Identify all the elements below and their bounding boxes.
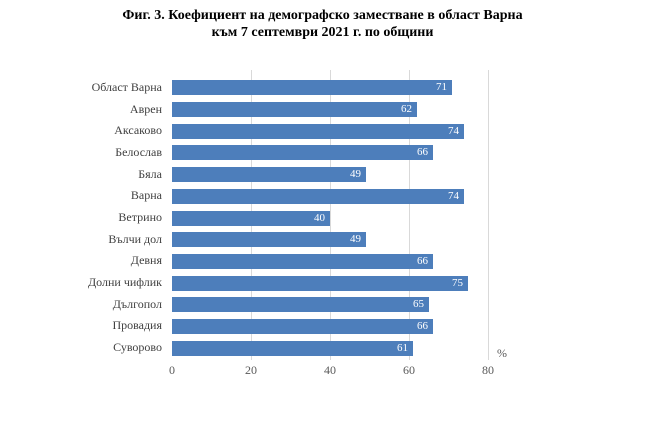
bar: 74	[172, 124, 464, 139]
category-label: Ветрино	[118, 210, 162, 224]
category-label: Белослав	[115, 145, 162, 159]
bar: 40	[172, 211, 330, 226]
x-tick-label-80: 80	[482, 363, 494, 377]
bar: 49	[172, 232, 366, 247]
bar: 66	[172, 319, 433, 334]
bar-value-label: 49	[350, 233, 361, 245]
category-label: Дългопол	[112, 297, 162, 311]
x-tick-label-40: 40	[324, 363, 336, 377]
category-label: Провадия	[112, 318, 162, 332]
bar: 75	[172, 276, 468, 291]
chart-title: Фиг. 3. Коефициент на демографско замест…	[0, 7, 645, 41]
category-label: Област Варна	[91, 80, 162, 94]
category-label: Суворово	[113, 340, 162, 354]
bar: 71	[172, 80, 452, 95]
bar: 66	[172, 254, 433, 269]
category-label: Девня	[130, 253, 162, 267]
bar-value-label: 71	[436, 81, 447, 93]
category-label: Бяла	[138, 167, 162, 181]
gridline-x-40	[330, 70, 331, 360]
chart-title-line2: към 7 септември 2021 г. по общини	[211, 25, 434, 40]
category-label: Аксаково	[114, 123, 162, 137]
category-label: Вълчи дол	[108, 232, 162, 246]
bar-value-label: 62	[401, 103, 412, 115]
bar: 62	[172, 102, 417, 117]
bar-value-label: 49	[350, 168, 361, 180]
category-label: Варна	[130, 188, 162, 202]
x-tick-label-20: 20	[245, 363, 257, 377]
chart-title-line1: Фиг. 3. Коефициент на демографско замест…	[122, 8, 523, 23]
x-axis-unit-label: %	[497, 346, 507, 360]
category-label: Долни чифлик	[87, 275, 162, 289]
gridline-x-60	[409, 70, 410, 360]
bar-value-label: 66	[417, 320, 428, 332]
bar: 61	[172, 341, 413, 356]
bar: 74	[172, 189, 464, 204]
bar: 49	[172, 167, 366, 182]
x-tick-label-0: 0	[169, 363, 175, 377]
bar-value-label: 40	[314, 212, 325, 224]
x-tick-label-60: 60	[403, 363, 415, 377]
bar-value-label: 75	[452, 277, 463, 289]
bar-value-label: 65	[413, 298, 424, 310]
bar-value-label: 61	[397, 342, 408, 354]
bar-value-label: 66	[417, 255, 428, 267]
bar: 65	[172, 297, 429, 312]
bar-value-label: 74	[448, 190, 459, 202]
bar-value-label: 74	[448, 125, 459, 137]
gridline-x-80	[488, 70, 489, 360]
bar-value-label: 66	[417, 146, 428, 158]
bar: 66	[172, 145, 433, 160]
category-label: Аврен	[129, 102, 162, 116]
